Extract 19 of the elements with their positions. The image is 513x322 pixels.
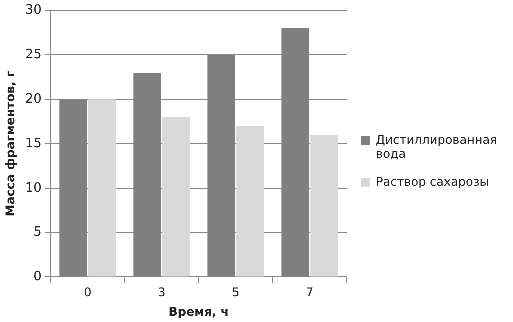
y-tick-label: 5 xyxy=(34,225,42,240)
y-tick-label: 10 xyxy=(25,180,42,196)
x-tick-label: 0 xyxy=(84,286,92,300)
bar xyxy=(310,135,338,277)
y-tick-label: 15 xyxy=(25,136,42,152)
x-tick-label: 5 xyxy=(232,286,240,300)
legend-label: Дистиллированная вода xyxy=(376,133,498,161)
legend-label: Раствор сахарозы xyxy=(376,175,490,189)
y-tick-label: 0 xyxy=(34,270,42,285)
y-tick-label: 20 xyxy=(25,92,42,107)
y-tick-label: 30 xyxy=(25,3,42,18)
x-axis-title: Время, ч xyxy=(168,304,230,319)
x-tick-label: 3 xyxy=(158,286,166,300)
y-axis-title: Масса фрагментов, г xyxy=(3,71,18,217)
bar xyxy=(236,126,264,277)
x-tick-label: 7 xyxy=(306,286,314,300)
bar xyxy=(88,100,116,277)
y-tick-label: 25 xyxy=(25,48,42,63)
bar xyxy=(162,117,190,277)
